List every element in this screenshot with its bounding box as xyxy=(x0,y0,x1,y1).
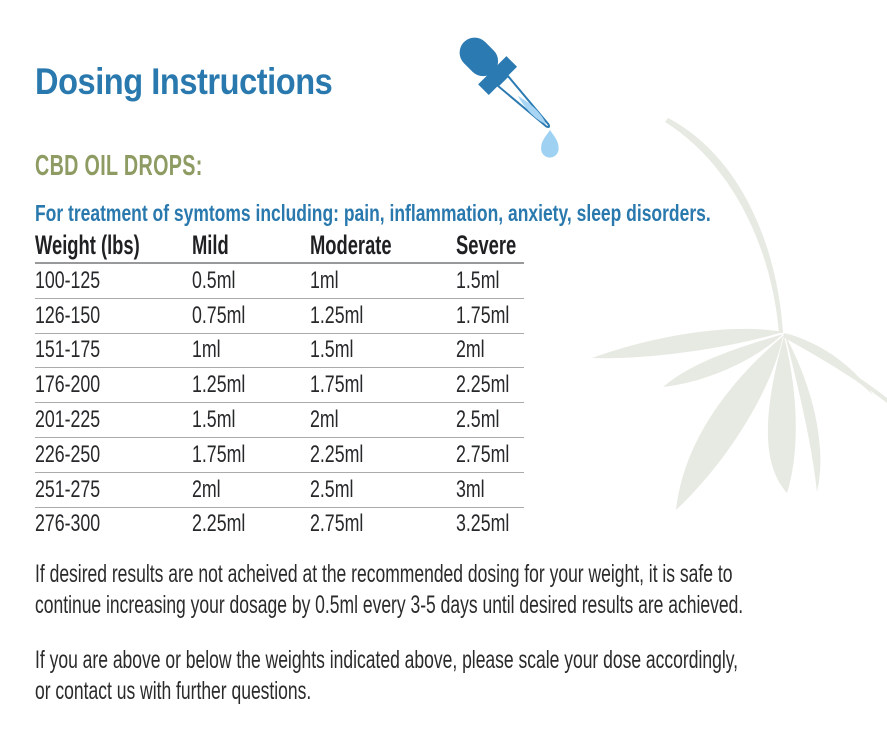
moderate-dose-cell: 1.75ml xyxy=(310,371,364,399)
dropper-icon xyxy=(459,37,559,158)
column-header-weight: Weight (lbs) xyxy=(35,230,140,260)
treatment-subtitle: For treatment of symtoms including: pain… xyxy=(35,200,711,226)
severe-dose-cell: 3ml xyxy=(456,475,485,503)
mild-dose-cell: 2ml xyxy=(192,475,221,503)
weight-cell: 276-300 xyxy=(35,510,101,538)
table-row: 276-300 2.25ml 2.75ml 3.25ml xyxy=(35,508,524,542)
moderate-dose-cell: 1.25ml xyxy=(310,301,364,329)
dropper-bulb xyxy=(459,37,499,77)
hemp-leaf-icon xyxy=(592,118,887,510)
severe-dose-cell: 2.5ml xyxy=(456,406,500,434)
weight-cell: 251-275 xyxy=(35,475,101,503)
moderate-dose-cell: 2ml xyxy=(310,406,339,434)
column-header-moderate: Moderate xyxy=(310,230,392,260)
weight-cell: 201-225 xyxy=(35,406,101,434)
dropper-collar xyxy=(478,56,518,96)
dosing-adjustment-note: If desired results are not acheived at t… xyxy=(35,559,887,621)
moderate-dose-cell: 2.5ml xyxy=(310,475,354,503)
severe-dose-cell: 3.25ml xyxy=(456,510,510,538)
table-row: 251-275 2ml 2.5ml 3ml xyxy=(35,473,524,508)
column-header-severe: Severe xyxy=(456,230,517,260)
note-line: If you are above or below the weights in… xyxy=(35,646,739,674)
mild-dose-cell: 0.5ml xyxy=(192,266,236,294)
table-row: 126-150 0.75ml 1.25ml 1.75ml xyxy=(35,299,524,334)
page-title: Dosing Instructions xyxy=(35,60,333,102)
dosing-table: Weight (lbs) Mild Moderate Severe 100-12… xyxy=(35,229,524,541)
severe-dose-cell: 2.25ml xyxy=(456,371,510,399)
table-row: 176-200 1.25ml 1.75ml 2.25ml xyxy=(35,368,524,404)
severe-dose-cell: 1.5ml xyxy=(456,266,500,294)
moderate-dose-cell: 2.75ml xyxy=(310,510,364,538)
mild-dose-cell: 1ml xyxy=(192,336,221,364)
dropper-liquid xyxy=(517,95,547,125)
severe-dose-cell: 1.75ml xyxy=(456,301,510,329)
weight-cell: 226-250 xyxy=(35,440,101,468)
note-line: or contact us with further questions. xyxy=(35,677,312,705)
note-line: continue increasing your dosage by 0.5ml… xyxy=(35,591,744,619)
weight-cell: 100-125 xyxy=(35,266,101,294)
weight-cell: 126-150 xyxy=(35,301,101,329)
moderate-dose-cell: 1ml xyxy=(310,266,339,294)
mild-dose-cell: 2.25ml xyxy=(192,510,246,538)
weight-cell: 151-175 xyxy=(35,336,101,364)
weight-range-note: If you are above or below the weights in… xyxy=(35,645,887,707)
severe-dose-cell: 2ml xyxy=(456,336,485,364)
table-row: 201-225 1.5ml 2ml 2.5ml xyxy=(35,403,524,438)
table-row: 100-125 0.5ml 1ml 1.5ml xyxy=(35,264,524,299)
mild-dose-cell: 1.25ml xyxy=(192,371,246,399)
table-header-row: Weight (lbs) Mild Moderate Severe xyxy=(35,229,524,264)
moderate-dose-cell: 1.5ml xyxy=(310,336,354,364)
table-row: 226-250 1.75ml 2.25ml 2.75ml xyxy=(35,438,524,473)
moderate-dose-cell: 2.25ml xyxy=(310,440,364,468)
mild-dose-cell: 1.75ml xyxy=(192,440,246,468)
mild-dose-cell: 1.5ml xyxy=(192,406,236,434)
section-heading-cbd-oil-drops: CBD OIL DROPS: xyxy=(35,150,203,183)
column-header-mild: Mild xyxy=(192,230,229,260)
mild-dose-cell: 0.75ml xyxy=(192,301,246,329)
weight-cell: 176-200 xyxy=(35,371,101,399)
note-line: If desired results are not acheived at t… xyxy=(35,560,733,588)
table-row: 151-175 1ml 1.5ml 2ml xyxy=(35,334,524,369)
droplet-icon xyxy=(541,130,559,158)
severe-dose-cell: 2.75ml xyxy=(456,440,510,468)
